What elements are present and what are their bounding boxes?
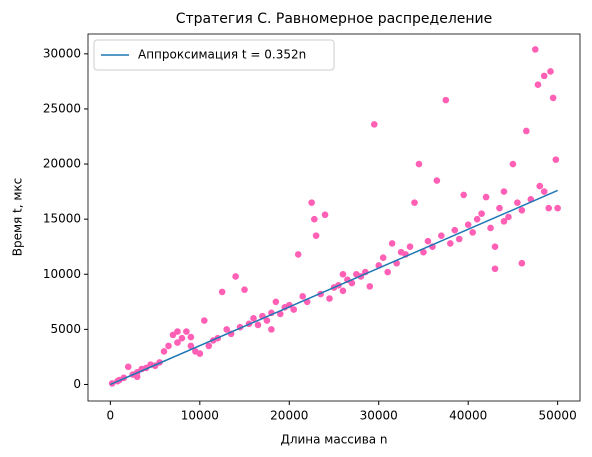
- point: [165, 342, 172, 350]
- y-tick-label: 15000: [43, 212, 81, 226]
- y-axis-label: Время t, мкс: [11, 178, 25, 257]
- point: [455, 235, 463, 243]
- legend-label: Аппроксимация t = 0.352n: [138, 48, 306, 62]
- point: [547, 68, 554, 75]
- point: [370, 121, 378, 128]
- point: [321, 211, 329, 219]
- x-tick-label: 50000: [539, 409, 577, 423]
- y-tick-label: 30000: [43, 46, 81, 60]
- point: [160, 348, 168, 355]
- point: [536, 182, 544, 190]
- y-tick-label: 20000: [43, 157, 81, 171]
- point: [263, 317, 271, 324]
- point: [420, 248, 427, 256]
- point: [133, 373, 141, 381]
- point: [299, 293, 306, 300]
- x-tick-label: 0: [107, 409, 115, 423]
- point: [505, 213, 512, 221]
- point: [491, 243, 499, 251]
- point: [272, 298, 280, 306]
- point: [241, 286, 248, 293]
- point: [223, 326, 230, 333]
- point: [523, 127, 530, 135]
- point: [250, 315, 257, 322]
- point: [411, 199, 418, 206]
- point: [552, 156, 560, 163]
- point: [442, 96, 450, 104]
- point: [478, 210, 485, 217]
- point: [438, 232, 445, 239]
- point: [518, 259, 526, 267]
- point: [339, 287, 347, 295]
- point: [388, 240, 396, 247]
- point: [200, 317, 208, 324]
- point: [308, 199, 315, 206]
- fit-line: [110, 189, 558, 386]
- point: [379, 254, 387, 262]
- point: [178, 334, 186, 342]
- point: [451, 226, 459, 234]
- point: [500, 218, 508, 225]
- point: [473, 215, 481, 223]
- legend: Аппроксимация t = 0.352n: [93, 39, 335, 71]
- point: [312, 232, 320, 239]
- point: [446, 240, 454, 247]
- point: [540, 72, 548, 80]
- chart-title: Стратегия C. Равномерное распределение: [176, 11, 493, 27]
- point: [433, 177, 441, 184]
- point: [487, 224, 494, 232]
- point: [509, 160, 517, 168]
- point: [174, 328, 181, 335]
- point: [232, 273, 239, 280]
- point: [339, 270, 347, 278]
- point: [531, 46, 539, 53]
- point: [366, 283, 374, 290]
- point: [268, 326, 275, 333]
- point: [174, 339, 181, 346]
- point: [554, 204, 561, 212]
- x-axis-label: Длина массива n: [280, 433, 387, 447]
- point: [482, 193, 490, 201]
- point: [500, 188, 508, 195]
- point: [518, 207, 526, 214]
- x-tick-label: 40000: [449, 409, 487, 423]
- point: [348, 279, 356, 287]
- point: [469, 229, 476, 236]
- y-tick-label: 5000: [50, 322, 81, 336]
- point: [415, 160, 423, 168]
- point: [124, 363, 132, 371]
- point: [424, 237, 432, 245]
- point: [514, 199, 521, 206]
- y-tick-label: 25000: [43, 101, 81, 115]
- point: [290, 306, 298, 313]
- point: [196, 350, 204, 357]
- point: [491, 265, 499, 273]
- point: [545, 204, 552, 212]
- point: [326, 295, 333, 302]
- point: [187, 342, 195, 350]
- point: [254, 321, 262, 329]
- point: [406, 243, 414, 251]
- point: [187, 333, 195, 341]
- point: [540, 188, 548, 195]
- point: [534, 81, 542, 88]
- point: [294, 251, 302, 258]
- point: [218, 288, 226, 296]
- x-tick-label: 20000: [270, 409, 308, 423]
- y-tick-label: 0: [73, 377, 81, 391]
- point: [384, 268, 391, 276]
- point: [205, 342, 213, 350]
- point: [549, 94, 557, 102]
- point: [460, 191, 468, 199]
- x-tick-label: 30000: [360, 409, 398, 423]
- point: [311, 215, 318, 223]
- x-tick-label: 10000: [181, 409, 219, 423]
- y-tick-label: 10000: [43, 267, 81, 281]
- point: [464, 221, 472, 228]
- legend-box: [93, 39, 335, 71]
- point: [183, 328, 190, 335]
- plot-frame: [87, 33, 581, 402]
- point: [496, 204, 503, 212]
